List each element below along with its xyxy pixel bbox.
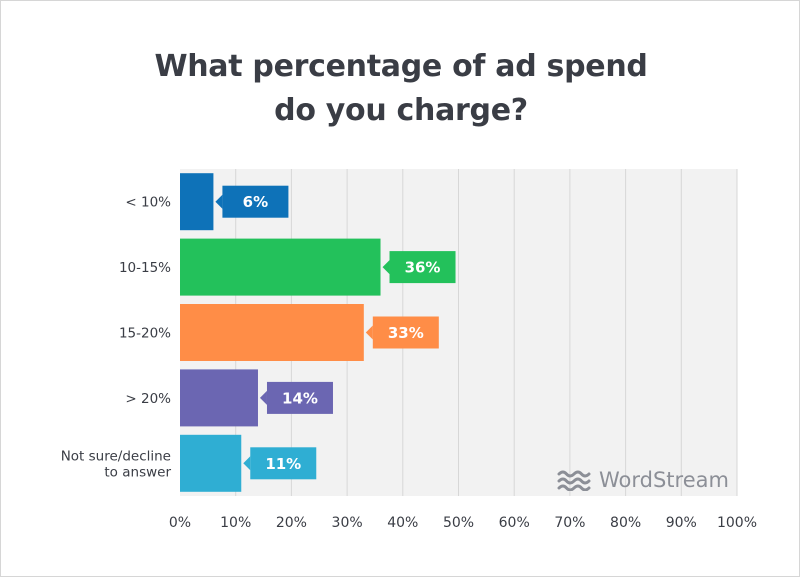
callout-box bbox=[250, 447, 317, 480]
data-label: 6% bbox=[243, 193, 268, 211]
x-tick-label: 10% bbox=[220, 515, 251, 531]
bar bbox=[180, 238, 381, 296]
watermark-text: WordStream bbox=[599, 468, 729, 492]
bar bbox=[180, 434, 242, 492]
callout-pointer bbox=[365, 325, 373, 340]
x-tick-label: 50% bbox=[443, 515, 474, 531]
callout-pointer bbox=[259, 390, 267, 405]
data-label: 36% bbox=[405, 259, 441, 277]
y-category-label: 15-20% bbox=[119, 326, 171, 342]
callout-pointer bbox=[382, 260, 390, 275]
callout-pointer bbox=[243, 456, 251, 471]
wordstream-waves-logo-icon bbox=[557, 470, 591, 491]
chart-title: What percentage of ad spend do you charg… bbox=[154, 49, 648, 128]
x-tick-label: 90% bbox=[666, 515, 697, 531]
wordstream-watermark: WordStream bbox=[557, 466, 729, 494]
x-tick-label: 80% bbox=[610, 515, 641, 531]
y-category-label: Not sure/decline to answer bbox=[61, 448, 172, 480]
callout-box bbox=[266, 381, 333, 414]
callout-pointer bbox=[215, 194, 223, 209]
bar bbox=[180, 369, 258, 427]
y-category-label: < 10% bbox=[125, 195, 171, 211]
callout-box bbox=[372, 316, 439, 349]
callout-box bbox=[222, 185, 289, 218]
callout-box bbox=[389, 251, 456, 284]
bar bbox=[180, 173, 214, 231]
x-tick-label: 20% bbox=[276, 515, 307, 531]
x-tick-label: 0% bbox=[169, 515, 191, 531]
x-tick-label: 30% bbox=[332, 515, 363, 531]
y-category-label: > 20% bbox=[125, 391, 171, 407]
bar bbox=[180, 304, 364, 361]
x-tick-label: 40% bbox=[387, 515, 418, 531]
x-tick-label: 70% bbox=[554, 515, 585, 531]
data-label: 11% bbox=[265, 455, 301, 473]
data-label: 33% bbox=[388, 324, 424, 342]
x-tick-label: 60% bbox=[499, 515, 530, 531]
y-category-label: 10-15% bbox=[119, 260, 171, 276]
x-tick-label: 100% bbox=[717, 515, 757, 531]
data-label: 14% bbox=[282, 389, 318, 407]
